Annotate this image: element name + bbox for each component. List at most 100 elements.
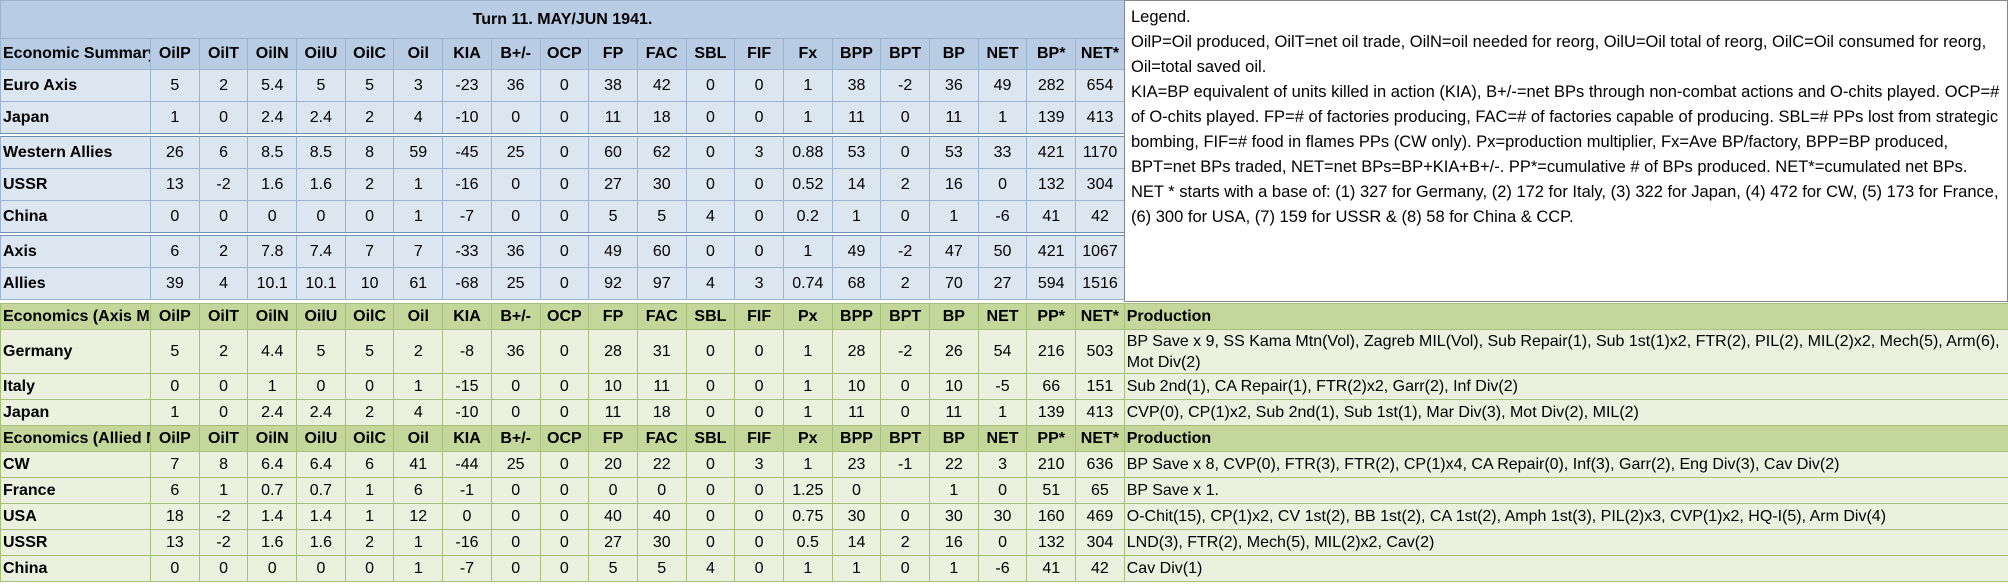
- row-label: USSR: [0, 168, 151, 201]
- cell: 0: [636, 477, 687, 504]
- cell: 0: [539, 329, 590, 374]
- production-cell: Sub 2nd(1), CA Repair(1), FTR(2)x2, Garr…: [1123, 373, 2008, 400]
- cell: 7: [150, 451, 200, 478]
- cell: 40: [636, 503, 687, 530]
- cell: 42: [1075, 200, 1125, 235]
- cell: 61: [393, 267, 444, 300]
- column-header: OilC: [344, 425, 395, 452]
- cell: 8: [344, 133, 395, 169]
- data-row: Allies 39 4 10.1 10.1 10 61 -68 25 0 92 97 4 3 0.74 68 2…: [0, 267, 1125, 300]
- cell: 0: [977, 529, 1028, 556]
- cell: 0: [977, 168, 1028, 201]
- column-header: FIF: [734, 38, 784, 70]
- cell: 0: [539, 503, 590, 530]
- cell: 0: [977, 477, 1028, 504]
- cell: 0: [685, 373, 736, 400]
- cell: 0: [539, 555, 590, 582]
- cell: 1: [344, 477, 395, 504]
- production-cell: CVP(0), CP(1)x2, Sub 2nd(1), Sub 1st(1),…: [1123, 399, 2008, 426]
- column-header: OilN: [247, 303, 298, 330]
- cell: 0: [539, 168, 590, 201]
- column-header: FIF: [734, 425, 784, 452]
- cell: 38: [831, 69, 882, 102]
- cell: 49: [831, 232, 882, 268]
- column-header: B+/-: [490, 38, 541, 70]
- cell: 1: [977, 101, 1028, 136]
- cell: 1.6: [296, 529, 346, 556]
- cell: 50: [977, 232, 1028, 268]
- cell: -5: [977, 373, 1028, 400]
- column-header: BP: [929, 425, 979, 452]
- cell: 0: [198, 101, 249, 136]
- column-header: KIA: [442, 425, 492, 452]
- cell: 2: [344, 168, 395, 201]
- cell: 0: [296, 373, 346, 400]
- cell: 11: [588, 399, 638, 426]
- column-header: KIA: [442, 38, 492, 70]
- column-header: BPT: [880, 38, 930, 70]
- cell: 60: [636, 232, 687, 268]
- cell: 11: [831, 101, 882, 136]
- cell: 1: [929, 555, 979, 582]
- cell: 1: [150, 399, 200, 426]
- cell: 0: [880, 399, 930, 426]
- column-header: PP*: [1026, 425, 1077, 452]
- cell: 36: [490, 232, 541, 268]
- cell: 1: [929, 477, 979, 504]
- cell: 8.5: [247, 133, 298, 169]
- column-header: B+/-: [490, 425, 541, 452]
- column-header: OilN: [247, 425, 298, 452]
- cell: 1: [782, 451, 833, 478]
- row-label: Japan: [0, 101, 151, 136]
- column-header: FP: [588, 38, 638, 70]
- cell: 0: [490, 200, 541, 235]
- cell: 4: [198, 267, 249, 300]
- cell: 8.5: [296, 133, 346, 169]
- column-header: Oil: [393, 38, 444, 70]
- column-header: FAC: [636, 303, 687, 330]
- column-header: NET: [977, 38, 1028, 70]
- cell: 0: [685, 477, 736, 504]
- cell: 1: [198, 477, 249, 504]
- cell: 41: [393, 451, 444, 478]
- cell: 0: [685, 503, 736, 530]
- row-label: China: [0, 200, 151, 235]
- column-header: Production: [1123, 303, 2008, 330]
- cell: 1: [393, 168, 444, 201]
- cell: 25: [490, 267, 541, 300]
- cell: 68: [831, 267, 882, 300]
- cell: 0: [539, 267, 590, 300]
- cell: 28: [831, 329, 882, 374]
- row-label: CW: [0, 451, 151, 478]
- cell: 1: [831, 555, 882, 582]
- cell: 1: [344, 503, 395, 530]
- column-header: NET*: [1075, 425, 1125, 452]
- cell: 0: [490, 555, 541, 582]
- cell: 0: [296, 200, 346, 235]
- cell: 42: [1075, 555, 1125, 582]
- cell: 26: [150, 133, 200, 169]
- column-header: BPT: [880, 303, 930, 330]
- cell: 0.7: [247, 477, 298, 504]
- column-header: FAC: [636, 425, 687, 452]
- cell: 2: [198, 69, 249, 102]
- cell: 13: [150, 529, 200, 556]
- production-cell: BP Save x 1.: [1123, 477, 2008, 504]
- cell: -68: [442, 267, 492, 300]
- cell: 1: [247, 373, 298, 400]
- legend-text: OilP=Oil produced, OilT=net oil trade, O…: [1131, 33, 1987, 76]
- cell: -10: [442, 101, 492, 136]
- cell: 5: [588, 555, 638, 582]
- cell: 1: [782, 232, 833, 268]
- cell: 1: [393, 555, 444, 582]
- cell: 5: [344, 69, 395, 102]
- cell: 1: [782, 373, 833, 400]
- cell: 151: [1075, 373, 1125, 400]
- cell: 0: [685, 133, 736, 169]
- cell: -2: [198, 503, 249, 530]
- data-row: Italy 0 0 1 0 0 1 -15 0 0 10 11 0 0 1 10 0 10 -5 66 151 Sub 2…: [0, 373, 2008, 400]
- cell: 2: [393, 329, 444, 374]
- legend-heading: Legend.: [1131, 8, 1191, 26]
- cell: 0.75: [782, 503, 833, 530]
- cell: 4: [685, 200, 736, 235]
